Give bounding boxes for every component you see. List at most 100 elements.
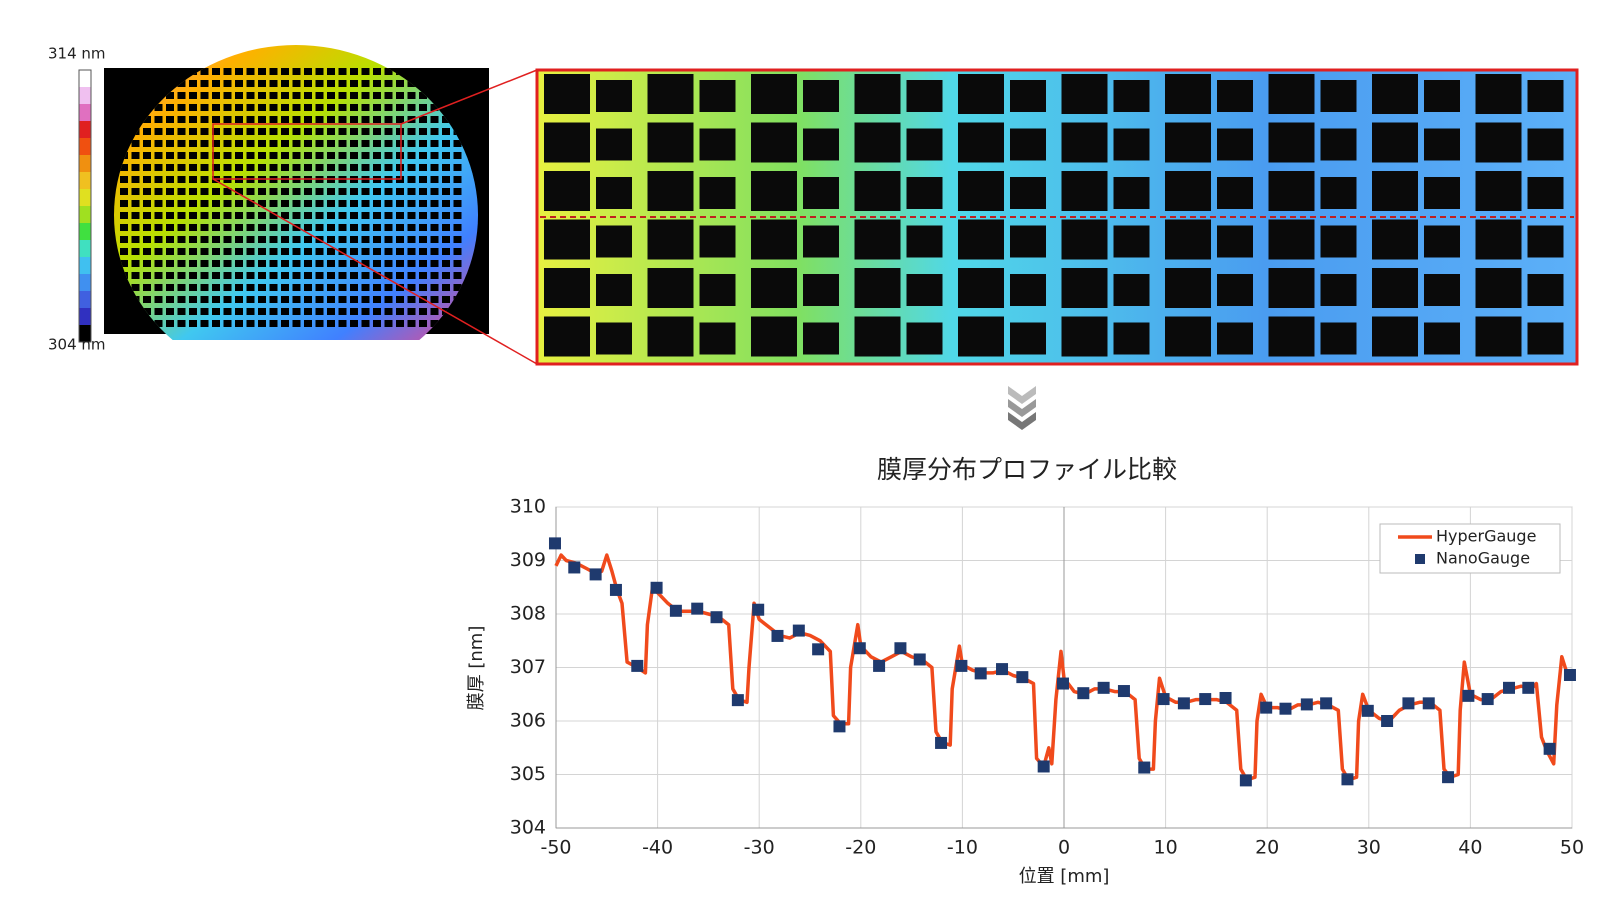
data-point bbox=[1422, 697, 1435, 710]
x-tick-label: 20 bbox=[1255, 837, 1279, 859]
data-point bbox=[631, 659, 644, 672]
die bbox=[315, 296, 324, 303]
die bbox=[338, 248, 347, 255]
die bbox=[1424, 322, 1460, 355]
die bbox=[407, 152, 416, 159]
die bbox=[350, 164, 358, 171]
die bbox=[407, 176, 416, 183]
die bbox=[1217, 225, 1253, 258]
die bbox=[361, 128, 370, 135]
die bbox=[350, 308, 358, 315]
die bbox=[235, 68, 243, 75]
die bbox=[315, 164, 324, 171]
die bbox=[235, 272, 243, 279]
die bbox=[154, 188, 163, 195]
die bbox=[1527, 177, 1564, 209]
data-point bbox=[1016, 671, 1029, 684]
die bbox=[1475, 219, 1522, 260]
die bbox=[246, 164, 255, 171]
die bbox=[407, 128, 416, 135]
die bbox=[1061, 171, 1108, 211]
die bbox=[200, 200, 209, 207]
die bbox=[384, 128, 393, 135]
die bbox=[361, 200, 370, 207]
die bbox=[1527, 274, 1564, 306]
die bbox=[361, 308, 370, 315]
x-tick-label: 0 bbox=[1058, 837, 1070, 859]
die bbox=[258, 272, 266, 279]
die bbox=[350, 260, 358, 267]
zoom-connector bbox=[400, 69, 538, 125]
die bbox=[442, 128, 450, 135]
die bbox=[177, 224, 186, 231]
die bbox=[120, 248, 128, 255]
data-point bbox=[1481, 693, 1494, 706]
die bbox=[419, 224, 427, 231]
die bbox=[281, 104, 289, 111]
die bbox=[373, 320, 381, 327]
data-point bbox=[731, 694, 744, 707]
die bbox=[442, 284, 450, 291]
die bbox=[854, 219, 901, 260]
die bbox=[453, 284, 462, 291]
die bbox=[223, 200, 232, 207]
die bbox=[223, 260, 232, 267]
y-tick-label: 308 bbox=[510, 603, 546, 625]
die bbox=[200, 176, 209, 183]
data-point bbox=[1199, 693, 1212, 706]
die bbox=[246, 92, 255, 99]
die bbox=[154, 128, 163, 135]
die bbox=[154, 284, 163, 291]
die bbox=[407, 284, 416, 291]
die bbox=[143, 260, 151, 267]
die bbox=[1320, 128, 1357, 161]
die bbox=[143, 212, 151, 219]
die bbox=[281, 260, 289, 267]
die bbox=[373, 164, 381, 171]
die bbox=[751, 122, 797, 163]
die bbox=[304, 104, 312, 111]
die bbox=[699, 274, 736, 306]
die bbox=[292, 320, 301, 327]
die bbox=[407, 320, 416, 327]
die bbox=[235, 248, 243, 255]
data-point bbox=[1402, 697, 1415, 710]
die bbox=[327, 236, 335, 243]
die bbox=[143, 152, 151, 159]
die bbox=[166, 176, 174, 183]
die bbox=[189, 188, 197, 195]
die bbox=[350, 152, 358, 159]
die bbox=[304, 236, 312, 243]
die bbox=[407, 164, 416, 171]
down-arrow bbox=[1008, 386, 1036, 430]
die bbox=[407, 248, 416, 255]
die bbox=[269, 296, 278, 303]
die bbox=[1217, 274, 1253, 306]
die bbox=[200, 224, 209, 231]
die bbox=[212, 92, 220, 99]
die bbox=[384, 140, 393, 147]
die bbox=[315, 224, 324, 231]
die bbox=[189, 260, 197, 267]
die bbox=[223, 248, 232, 255]
die bbox=[292, 212, 301, 219]
x-tick-label: 50 bbox=[1560, 837, 1584, 859]
die bbox=[350, 212, 358, 219]
die bbox=[1424, 80, 1460, 112]
die bbox=[1165, 268, 1211, 308]
die bbox=[338, 140, 347, 147]
die bbox=[246, 152, 255, 159]
y-tick-label: 310 bbox=[510, 496, 546, 518]
die bbox=[350, 80, 358, 87]
die bbox=[1475, 122, 1522, 163]
die bbox=[235, 116, 243, 123]
die bbox=[212, 200, 220, 207]
die bbox=[803, 322, 839, 355]
data-point bbox=[752, 603, 765, 616]
die bbox=[1527, 322, 1564, 355]
die bbox=[906, 177, 943, 209]
die bbox=[327, 188, 335, 195]
die bbox=[384, 68, 393, 75]
die bbox=[281, 128, 289, 135]
die bbox=[442, 212, 450, 219]
